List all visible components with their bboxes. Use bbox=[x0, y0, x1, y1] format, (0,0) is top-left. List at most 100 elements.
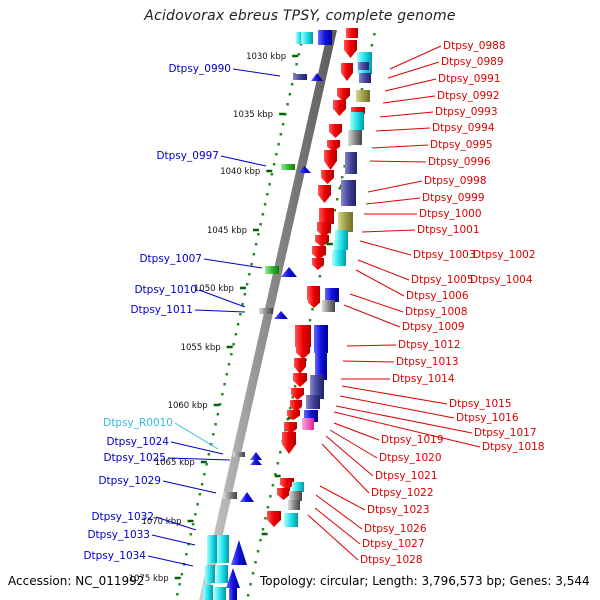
gene-feature[interactable] bbox=[344, 40, 357, 58]
gene-label-dtpsy-1027[interactable]: Dtpsy_1027 bbox=[362, 538, 425, 550]
gene-feature[interactable] bbox=[292, 482, 304, 492]
gene-feature[interactable] bbox=[359, 73, 371, 83]
gene-label-dtpsy-1014[interactable]: Dtpsy_1014 bbox=[392, 373, 455, 385]
gene-feature[interactable] bbox=[226, 568, 240, 588]
gene-label-dtpsy-0997[interactable]: Dtpsy_0997 bbox=[156, 150, 219, 162]
gene-feature[interactable] bbox=[250, 452, 262, 460]
gene-label-dtpsy-1024[interactable]: Dtpsy_1024 bbox=[106, 436, 169, 448]
gene-feature[interactable] bbox=[318, 185, 331, 203]
gene-feature[interactable] bbox=[288, 500, 300, 510]
gene-label-dtpsy-0989[interactable]: Dtpsy_0989 bbox=[441, 56, 504, 68]
gene-feature[interactable] bbox=[335, 230, 348, 241]
gene-feature[interactable] bbox=[332, 250, 346, 266]
gene-feature[interactable] bbox=[298, 166, 311, 173]
gene-label-dtpsy-1017[interactable]: Dtpsy_1017 bbox=[474, 427, 537, 439]
gene-label-dtpsy-r0010[interactable]: Dtpsy_R0010 bbox=[103, 417, 173, 429]
gene-feature[interactable] bbox=[356, 90, 370, 102]
gene-label-dtpsy-0998[interactable]: Dtpsy_0998 bbox=[424, 175, 487, 187]
gene-feature[interactable] bbox=[295, 325, 311, 347]
gene-label-dtpsy-0993[interactable]: Dtpsy_0993 bbox=[435, 106, 498, 118]
gene-feature[interactable] bbox=[265, 266, 279, 274]
gene-feature[interactable] bbox=[231, 540, 247, 565]
gene-feature[interactable] bbox=[334, 240, 348, 250]
gene-label-dtpsy-0995[interactable]: Dtpsy_0995 bbox=[430, 139, 493, 151]
gene-label-dtpsy-1019[interactable]: Dtpsy_1019 bbox=[381, 434, 444, 446]
gene-feature[interactable] bbox=[325, 288, 339, 302]
gene-label-dtpsy-1023[interactable]: Dtpsy_1023 bbox=[367, 504, 430, 516]
gene-label-dtpsy-1011[interactable]: Dtpsy_1011 bbox=[130, 304, 193, 316]
gene-label-dtpsy-0990[interactable]: Dtpsy_0990 bbox=[168, 63, 231, 75]
gene-label-dtpsy-0999[interactable]: Dtpsy_0999 bbox=[422, 192, 485, 204]
gene-label-dtpsy-1021[interactable]: Dtpsy_1021 bbox=[375, 470, 438, 482]
gene-feature[interactable] bbox=[277, 488, 290, 500]
gene-feature[interactable] bbox=[341, 63, 353, 81]
gene-label-dtpsy-1020[interactable]: Dtpsy_1020 bbox=[379, 452, 442, 464]
gene-feature[interactable] bbox=[322, 300, 335, 312]
gene-label-dtpsy-1025[interactable]: Dtpsy_1025 bbox=[103, 452, 166, 464]
gene-label-dtpsy-0992[interactable]: Dtpsy_0992 bbox=[437, 90, 500, 102]
gene-feature[interactable] bbox=[314, 325, 328, 353]
gene-feature[interactable] bbox=[346, 28, 358, 38]
gene-feature[interactable] bbox=[284, 513, 298, 527]
gene-label-dtpsy-1016[interactable]: Dtpsy_1016 bbox=[456, 412, 519, 424]
gene-feature[interactable] bbox=[308, 296, 320, 308]
gene-feature[interactable] bbox=[293, 373, 307, 387]
gene-feature[interactable] bbox=[250, 458, 262, 465]
gene-label-dtpsy-1032[interactable]: Dtpsy_1032 bbox=[91, 511, 154, 523]
gene-feature[interactable] bbox=[229, 588, 237, 600]
gene-feature[interactable] bbox=[281, 164, 295, 170]
gene-feature[interactable] bbox=[291, 388, 304, 400]
gene-label-dtpsy-1029[interactable]: Dtpsy_1029 bbox=[98, 475, 161, 487]
gene-feature[interactable] bbox=[294, 358, 306, 374]
gene-feature[interactable] bbox=[318, 30, 332, 45]
gene-feature[interactable] bbox=[280, 478, 294, 490]
gene-feature[interactable] bbox=[205, 565, 215, 583]
gene-feature[interactable] bbox=[214, 587, 226, 600]
gene-label-dtpsy-1013[interactable]: Dtpsy_1013 bbox=[396, 356, 459, 368]
gene-feature[interactable] bbox=[348, 130, 362, 145]
gene-feature[interactable] bbox=[293, 74, 307, 80]
gene-feature[interactable] bbox=[296, 345, 310, 359]
gene-label-dtpsy-1002[interactable]: Dtpsy_1002 bbox=[473, 249, 536, 261]
gene-feature[interactable] bbox=[310, 375, 324, 399]
gene-feature[interactable] bbox=[207, 535, 217, 563]
gene-label-dtpsy-1006[interactable]: Dtpsy_1006 bbox=[406, 290, 469, 302]
gene-feature[interactable] bbox=[233, 452, 245, 457]
gene-label-dtpsy-1009[interactable]: Dtpsy_1009 bbox=[402, 321, 465, 333]
gene-label-dtpsy-1022[interactable]: Dtpsy_1022 bbox=[371, 487, 434, 499]
gene-feature[interactable] bbox=[217, 535, 229, 563]
gene-label-dtpsy-1033[interactable]: Dtpsy_1033 bbox=[87, 529, 150, 541]
gene-feature[interactable] bbox=[350, 112, 364, 130]
gene-feature[interactable] bbox=[317, 222, 331, 238]
gene-feature[interactable] bbox=[290, 400, 302, 412]
gene-label-dtpsy-1015[interactable]: Dtpsy_1015 bbox=[449, 398, 512, 410]
gene-label-dtpsy-1012[interactable]: Dtpsy_1012 bbox=[398, 339, 461, 351]
gene-feature[interactable] bbox=[321, 170, 334, 184]
gene-feature[interactable] bbox=[315, 350, 327, 380]
gene-label-dtpsy-1003[interactable]: Dtpsy_1003 bbox=[413, 249, 476, 261]
gene-feature[interactable] bbox=[311, 73, 323, 81]
gene-feature[interactable] bbox=[284, 422, 297, 434]
gene-feature[interactable] bbox=[345, 152, 357, 174]
gene-feature[interactable] bbox=[312, 258, 324, 270]
gene-label-dtpsy-1008[interactable]: Dtpsy_1008 bbox=[405, 306, 468, 318]
gene-feature[interactable] bbox=[302, 418, 314, 430]
gene-feature[interactable] bbox=[312, 246, 326, 260]
gene-feature[interactable] bbox=[333, 100, 346, 116]
gene-feature[interactable] bbox=[281, 267, 297, 277]
gene-feature[interactable] bbox=[338, 212, 353, 232]
gene-feature[interactable] bbox=[296, 32, 303, 44]
gene-feature[interactable] bbox=[306, 395, 320, 409]
gene-feature[interactable] bbox=[327, 140, 340, 152]
gene-feature[interactable] bbox=[240, 492, 254, 502]
gene-feature[interactable] bbox=[274, 311, 288, 319]
gene-label-dtpsy-1000[interactable]: Dtpsy_1000 bbox=[419, 208, 482, 220]
gene-label-dtpsy-0994[interactable]: Dtpsy_0994 bbox=[432, 122, 495, 134]
gene-feature[interactable] bbox=[203, 585, 213, 600]
gene-feature[interactable] bbox=[319, 208, 334, 224]
gene-feature[interactable] bbox=[315, 235, 329, 247]
gene-feature[interactable] bbox=[324, 150, 337, 170]
gene-feature[interactable] bbox=[329, 124, 342, 138]
gene-label-dtpsy-1026[interactable]: Dtpsy_1026 bbox=[364, 523, 427, 535]
gene-feature[interactable] bbox=[259, 308, 273, 314]
